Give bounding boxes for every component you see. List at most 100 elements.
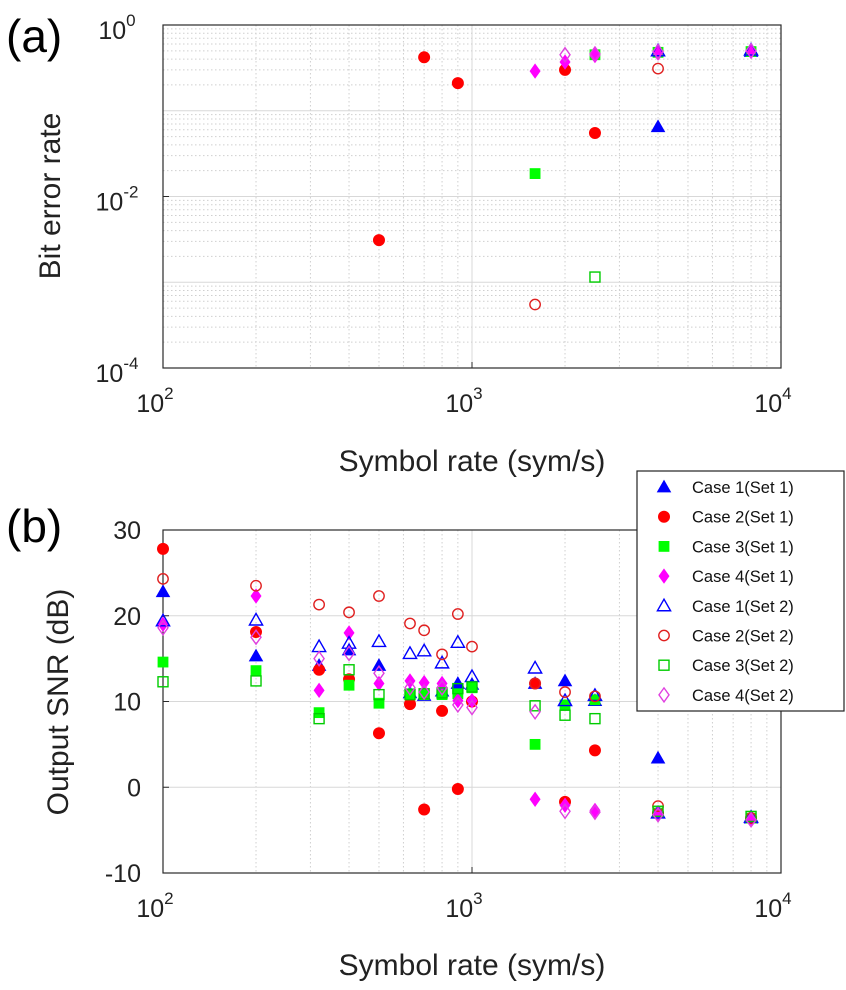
y-tick-label: 10-2 bbox=[96, 183, 139, 217]
data-point-case-4-set-1 bbox=[157, 616, 169, 633]
data-point-case-3-set-2 bbox=[529, 700, 541, 712]
data-point-case-2-set-2 bbox=[157, 572, 169, 585]
data-point-case-1-set-2 bbox=[155, 612, 171, 627]
data-point-case-2-set-2 bbox=[589, 690, 601, 703]
data-point-case-2-set-2 bbox=[404, 617, 416, 630]
data-point-case-3-set-1 bbox=[343, 679, 355, 691]
data-point-case-3-set-2 bbox=[559, 709, 571, 721]
x-tick-label: 104 bbox=[754, 889, 791, 923]
data-point-case-4-set-1 bbox=[436, 675, 448, 692]
data-point-case-3-set-2 bbox=[373, 688, 385, 701]
data-point-case-1-set-1 bbox=[650, 119, 666, 133]
data-point-case-4-set-2 bbox=[529, 703, 541, 720]
data-point-case-2-set-2 bbox=[652, 62, 664, 75]
data-point-case-1-set-2 bbox=[248, 612, 264, 626]
data-point-case-4-set-1 bbox=[343, 625, 355, 641]
x-tick-label: 102 bbox=[136, 889, 173, 923]
data-point-case-3-set-2 bbox=[745, 810, 757, 823]
legend-marker-case-3-set-2 bbox=[658, 659, 670, 671]
data-point-case-4-set-2 bbox=[250, 628, 262, 646]
data-point-case-3-set-2 bbox=[250, 675, 262, 687]
x-tick-label: 102 bbox=[136, 384, 173, 418]
data-point-case-1-set-1 bbox=[650, 750, 666, 764]
data-point-case-2-set-2 bbox=[466, 640, 478, 653]
legend-marker-case-2-set-1 bbox=[658, 510, 671, 523]
data-point-case-4-set-1 bbox=[373, 675, 385, 692]
data-point-case-1-set-1 bbox=[155, 584, 171, 598]
data-point-case-1-set-1 bbox=[557, 673, 573, 687]
data-point-case-2-set-1 bbox=[313, 663, 326, 676]
data-point-case-4-set-2 bbox=[589, 803, 601, 821]
x-tick-exponent: 2 bbox=[164, 384, 173, 403]
data-point-case-3-set-2 bbox=[652, 805, 664, 817]
legend-label-case-1-set-1: Case 1(Set 1) bbox=[692, 479, 794, 497]
data-point-case-4-set-1 bbox=[418, 674, 430, 691]
data-point-case-4-set-2 bbox=[373, 664, 385, 682]
panel-a-grid bbox=[163, 25, 781, 368]
legend: Case 1(Set 1) Case 2(Set 1) Case 3(Set 1) C… bbox=[636, 470, 845, 712]
legend-entries: Case 1(Set 1) Case 2(Set 1) Case 3(Set 1) C… bbox=[656, 479, 794, 705]
data-point-case-4-set-1 bbox=[529, 63, 541, 79]
data-point-case-3-set-1 bbox=[373, 697, 385, 709]
data-point-case-4-set-2 bbox=[436, 679, 448, 696]
data-point-case-4-set-2 bbox=[157, 619, 169, 636]
data-point-case-2-set-2 bbox=[343, 606, 355, 619]
data-point-case-3-set-2 bbox=[589, 712, 601, 725]
data-point-case-4-set-2 bbox=[745, 42, 757, 60]
data-point-case-3-set-1 bbox=[250, 665, 262, 677]
y-tick-exponent: 0 bbox=[126, 11, 135, 30]
y-tick-exponent: -4 bbox=[123, 354, 138, 373]
data-point-case-2-set-1 bbox=[588, 127, 601, 140]
data-point-case-3-set-2 bbox=[436, 687, 448, 699]
data-point-case-2-set-2 bbox=[373, 590, 385, 602]
data-point-case-3-set-1 bbox=[157, 656, 169, 668]
data-point-case-3-set-2 bbox=[404, 688, 416, 701]
data-point-case-4-set-1 bbox=[589, 802, 601, 819]
legend-label-case-2-set-2: Case 2(Set 2) bbox=[692, 628, 794, 646]
legend-label-case-4-set-2: Case 4(Set 2) bbox=[692, 687, 794, 705]
legend-label-case-3-set-2: Case 3(Set 2) bbox=[692, 657, 794, 675]
legend-marker-case-1-set-2 bbox=[656, 597, 672, 612]
x-tick-label: 103 bbox=[445, 384, 482, 418]
data-point-case-4-set-2 bbox=[652, 806, 664, 823]
x-tick-exponent: 3 bbox=[473, 889, 482, 908]
panel-a-points bbox=[372, 42, 759, 311]
data-point-case-2-set-2 bbox=[529, 677, 541, 690]
panel-b-x-axis-label: Symbol rate (sym/s) bbox=[339, 949, 606, 982]
y-tick-exponent: -2 bbox=[123, 183, 138, 202]
data-point-case-3-set-2 bbox=[452, 682, 464, 695]
data-point-case-4-set-1 bbox=[452, 692, 464, 709]
y-tick-label: 0 bbox=[127, 774, 141, 802]
data-point-case-3-set-2 bbox=[589, 271, 601, 283]
data-point-case-2-set-2 bbox=[451, 608, 464, 620]
data-point-case-2-set-2 bbox=[559, 686, 571, 698]
data-point-case-4-set-2 bbox=[745, 811, 757, 829]
data-point-case-2-set-2 bbox=[250, 579, 262, 592]
data-point-case-2-set-1 bbox=[451, 77, 464, 90]
data-point-case-1-set-2 bbox=[434, 654, 450, 669]
data-point-case-1-set-1 bbox=[248, 648, 264, 662]
panel-b-y-axis-label: Output SNR (dB) bbox=[42, 589, 75, 816]
data-point-case-1-set-2 bbox=[450, 634, 466, 648]
legend-marker-case-1-set-1 bbox=[656, 479, 672, 493]
data-point-case-1-set-2 bbox=[587, 687, 603, 702]
data-point-case-2-set-2 bbox=[418, 624, 431, 637]
data-point-case-4-set-1 bbox=[589, 47, 601, 64]
data-point-case-4-set-2 bbox=[466, 699, 478, 716]
legend-label-case-3-set-1: Case 3(Set 1) bbox=[692, 538, 794, 556]
data-point-case-2-set-1 bbox=[436, 704, 449, 717]
data-point-case-4-set-2 bbox=[589, 45, 601, 63]
legend-marker-case-4-set-1 bbox=[658, 568, 670, 584]
data-point-case-4-set-2 bbox=[313, 650, 325, 667]
y-tick-label: -10 bbox=[105, 860, 141, 888]
data-point-case-4-set-2 bbox=[652, 43, 664, 60]
data-point-case-1-set-1 bbox=[371, 658, 387, 671]
data-point-case-4-set-1 bbox=[313, 682, 325, 699]
data-point-case-2-set-1 bbox=[372, 234, 385, 247]
panel-a-label: (a) bbox=[6, 10, 62, 62]
legend-label-case-1-set-2: Case 1(Set 2) bbox=[692, 598, 794, 616]
x-tick-label: 103 bbox=[445, 889, 482, 923]
data-point-case-1-set-2 bbox=[527, 660, 543, 674]
data-point-case-2-set-1 bbox=[418, 51, 431, 64]
